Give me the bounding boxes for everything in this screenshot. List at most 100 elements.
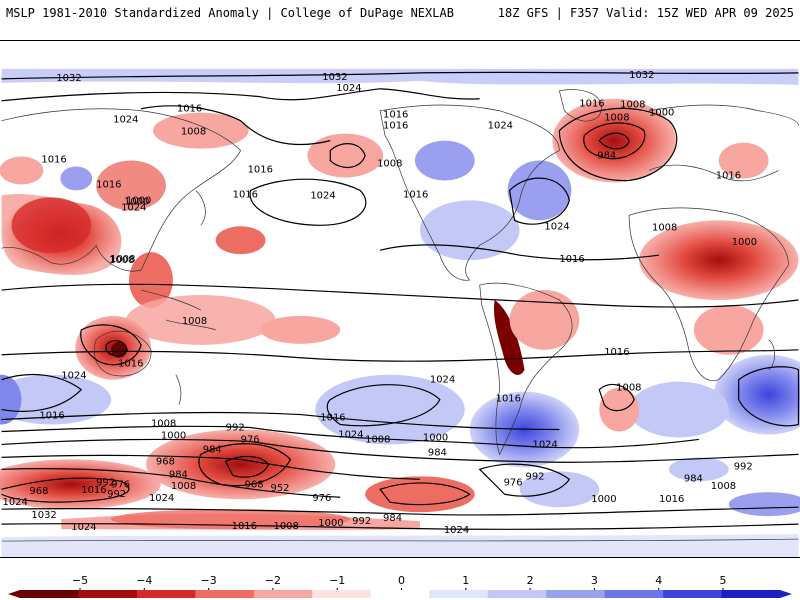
isobar-label: 1016 [496,394,521,405]
isobar-label: 968 [29,486,48,497]
isobar-label: 992 [107,489,126,500]
isobar-label: 1008 [273,521,298,532]
colorbar-tick-label: 0 [398,574,405,587]
isobar-label: 984 [597,151,616,162]
isobar-label: 1008 [171,481,196,492]
isobar-label: 1000 [124,196,149,207]
isobar-label: 1008 [377,159,402,170]
colorbar-swatch [429,590,489,598]
isobar-label: 992 [352,516,371,527]
isobar-label: 1024 [430,375,455,386]
isobar-label: 1016 [383,110,408,121]
colorbar-tick-labels: −5 −4 −3 −2 −1 0 1 2 3 4 5 [72,574,727,590]
isobar-label: 1024 [444,525,469,536]
isobar-label: 976 [241,434,260,445]
isobar-label: 1024 [336,83,361,94]
isobar-label: 1032 [322,72,347,83]
isobar-label: 1008 [652,222,677,233]
isobar-label: 1016 [659,494,684,505]
isobar-label: 992 [526,471,545,482]
isobar-label: 1024 [149,493,174,504]
isobar-label: 1024 [113,115,138,126]
isobar-label: 1016 [716,170,741,181]
isobar-label: 1000 [161,430,186,441]
isobar-label: 1000 [649,108,674,119]
isobar-label: 1000 [423,432,448,443]
colorbar-tick-label: 3 [591,574,598,587]
colorbar-swatch [721,590,781,598]
colorbar-swatch [663,590,723,598]
colorbar-swatch [253,590,313,598]
isobar-label: 952 [271,483,290,494]
isobar-label: 1024 [121,202,146,213]
isobar-label: 1024 [61,371,86,382]
isobar-label: 1008 [181,127,206,138]
isobar-label: 1016 [320,413,345,424]
isobar-label: 1008 [616,383,641,394]
isobar-label: 976 [312,493,331,504]
colorbar-min-arrow [8,590,20,598]
colorbar: −5 −4 −3 −2 −1 0 1 2 3 4 5 [8,574,792,598]
colorbar-swatch [604,590,664,598]
isobar-label: 1016 [248,164,273,175]
isobar-label: 1008 [620,100,645,111]
isobar-label: 1000 [732,237,757,248]
valid-time-label: 18Z GFS | F357 Valid: 15Z WED APR 09 202… [497,6,794,20]
colorbar-tick-label: 2 [527,574,534,587]
isobar-label: 984 [169,469,188,480]
colorbar-tick-label: 4 [655,574,662,587]
isobar-label: 968 [245,479,264,490]
colorbar-max-arrow [780,590,792,598]
isobar-label: 1016 [96,179,121,190]
isobar-label: 1008 [604,113,629,124]
isobar-label: 1024 [532,439,557,450]
isobar-label: 1032 [56,73,81,84]
colorbar-swatch [78,590,138,598]
isobar-label: 1016 [579,99,604,110]
isobar-label: 984 [684,473,703,484]
isobar-label: 1016 [403,189,428,200]
isobar-contours [1,71,800,530]
isobar-label: 1008 [711,481,736,492]
isobar-label: 1032 [629,70,654,81]
colorbar-swatch [312,590,372,598]
isobar-label: 992 [734,461,753,472]
isobar-label: 1008 [182,316,207,327]
isobar-label: 1016 [383,121,408,132]
colorbar-tick-label: −3 [200,574,216,587]
colorbar-swatch [136,590,196,598]
colorbar-swatches [8,590,792,598]
colorbar-swatch [370,590,430,598]
isobar-label: 1016 [233,189,258,200]
isobar-label: 1024 [71,522,96,533]
colorbar-tick-label: 5 [720,574,727,587]
colorbar-tick-label: −5 [72,574,88,587]
isobar-label: 1008 [109,255,134,266]
isobar-label: 1016 [39,411,64,422]
isobar-label: 1016 [232,521,257,532]
isobar-label: 1008 [151,419,176,430]
isobar-label: 976 [111,479,130,490]
map-title: MSLP 1981-2010 Standardized Anomaly | Co… [6,6,454,20]
isobar-labels: 1032 1032 10321024102410241016101610161016… [3,70,758,536]
colorbar-swatch [546,590,606,598]
isobar-label: 992 [96,477,115,488]
isobar-label: 984 [203,444,222,455]
isobar-label: 1016 [118,359,143,370]
isobar-label: 1000 [126,195,151,206]
colorbar-tick-label: 1 [462,574,469,587]
colorbar-swatch [20,590,79,598]
colorbar-swatch [195,590,255,598]
header: MSLP 1981-2010 Standardized Anomaly | Co… [0,0,800,34]
isobar-label: 1016 [41,155,66,166]
isobar-label: 976 [504,477,523,488]
map-panel[interactable]: 1032 1032 10321024102410241016101610161016… [0,40,800,558]
isobar-label: 1008 [110,254,135,265]
isobar-label: 984 [383,513,402,524]
isobar-label: 1016 [81,485,106,496]
isobar-label: 1024 [544,221,569,232]
isobar-label: 1024 [488,121,513,132]
colorbar-tick-label: −4 [136,574,152,587]
isobar-label: 1024 [338,429,363,440]
coastlines [1,89,799,542]
